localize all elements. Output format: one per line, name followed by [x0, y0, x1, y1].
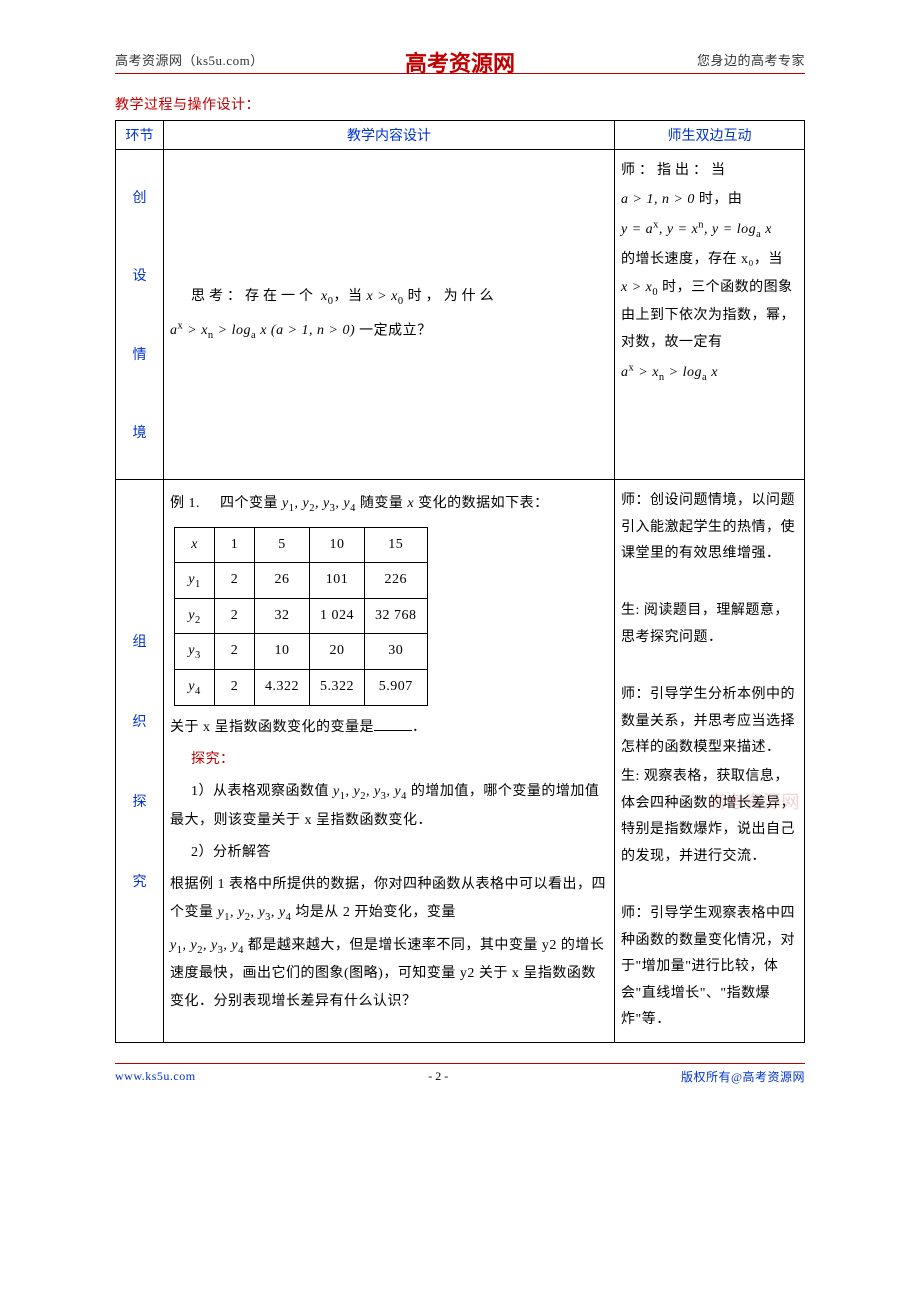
env-char: 织: [133, 711, 147, 731]
table-row: 创 设 情 境 思考：存在一个 x0，当 x > x0 时，为什么 ax > x…: [116, 150, 805, 480]
footer-url: www.ks5u.com: [115, 1069, 196, 1084]
text: 均是从 2 开始变化，变量: [295, 905, 456, 920]
table-row: 组 织 探 究 例 1. 四个变量 y1, y2, y3, y4 随变量 x 变…: [116, 480, 805, 1043]
text: 师：创设问题情境，以问题引入能激起学生的热情，使课堂里的有效思维增强．: [621, 488, 798, 568]
page-header: 高考资源网（ks5u.com） 高考资源网 您身边的高考专家: [115, 50, 805, 74]
data-td: 2: [215, 670, 255, 706]
data-td: 5.322: [310, 670, 365, 706]
interaction-cell-1: 师：指出：当 a > 1, n > 0 时，由 y = ax, y = xn, …: [615, 150, 805, 480]
content-cell-1: 思考：存在一个 x0，当 x > x0 时，为什么 ax > xn > loga…: [164, 150, 615, 480]
content-cell-2: 例 1. 四个变量 y1, y2, y3, y4 随变量 x 变化的数据如下表：…: [164, 480, 615, 1043]
data-td: 32: [255, 598, 310, 634]
text: 变化的数据如下表：: [418, 496, 549, 511]
data-td: 4.322: [255, 670, 310, 706]
explore-label: 探究：: [170, 746, 608, 774]
data-th: 15: [365, 527, 428, 562]
page-footer: www.ks5u.com - 2 - 版权所有@高考资源网: [115, 1063, 805, 1085]
data-td: 2: [215, 598, 255, 634]
header-left: 高考资源网（ks5u.com）: [115, 50, 264, 69]
env-cell-2: 组 织 探 究: [116, 480, 164, 1043]
text: 1）从表格观察函数值: [191, 784, 329, 799]
text: 生: 阅读题目，理解题意，思考探究问题．: [621, 598, 798, 651]
footer-copyright: 版权所有@高考资源网: [681, 1068, 805, 1085]
env-char: 组: [133, 631, 147, 651]
data-td: 1 024: [310, 598, 365, 634]
env-char: 境: [133, 422, 147, 442]
header-right: 您身边的高考专家: [697, 50, 805, 69]
text: 师：指出：当: [621, 163, 729, 178]
text: 一定成立？: [359, 323, 432, 338]
lesson-table: 环节 教学内容设计 师生双边互动 创 设 情 境 思考：存在一个 x0，当: [115, 120, 805, 1043]
text: 关于 x 呈指数函数变化的变量是: [170, 720, 374, 735]
env-char: 究: [133, 871, 147, 891]
section-title: 教学过程与操作设计：: [115, 94, 805, 114]
think-label: 思考：存在一个: [191, 289, 317, 304]
text: 2）分析解答: [170, 839, 608, 867]
env-char: 设: [133, 265, 147, 285]
data-td: 26: [255, 562, 310, 598]
table-header-row: 环节 教学内容设计 师生双边互动: [116, 121, 805, 150]
text: 时，为什么: [408, 289, 498, 304]
interaction-cell-2: 师：创设问题情境，以问题引入能激起学生的热情，使课堂里的有效思维增强． 生: 阅…: [615, 480, 805, 1043]
data-td: 101: [310, 562, 365, 598]
env-cell-1: 创 设 情 境: [116, 150, 164, 480]
example-label: 例 1.: [170, 496, 200, 511]
th-content: 教学内容设计: [164, 121, 615, 150]
data-th: 5: [255, 527, 310, 562]
data-td: 226: [365, 562, 428, 598]
blank-fill: [374, 718, 412, 731]
th-env: 环节: [116, 121, 164, 150]
data-th: x: [175, 527, 215, 562]
data-td: 10: [255, 634, 310, 670]
text: 师：引导学生观察表格中四种函数的数量变化情况，对于"增加量"进行比较，体会"直线…: [621, 901, 798, 1034]
text: 生: 观察表格，获取信息，体会四种函数的增长差异，特别是指数爆炸，说出自己的发现…: [621, 764, 798, 870]
th-interaction: 师生双边互动: [615, 121, 805, 150]
text: 四个变量: [220, 496, 278, 511]
data-td: 30: [365, 634, 428, 670]
text: ，当: [333, 289, 362, 304]
data-th: 10: [310, 527, 365, 562]
data-td: 2: [215, 634, 255, 670]
page: 高考资源网（ks5u.com） 高考资源网 您身边的高考专家 教学过程与操作设计…: [0, 0, 920, 1125]
footer-page-number: - 2 -: [428, 1069, 448, 1084]
env-char: 创: [133, 187, 147, 207]
data-td: 32 768: [365, 598, 428, 634]
header-center-logo: 高考资源网: [405, 46, 515, 78]
data-th: 1: [215, 527, 255, 562]
data-td: 20: [310, 634, 365, 670]
text: 时，由: [699, 192, 743, 207]
env-char: 情: [133, 344, 147, 364]
text: 的增长速度，存在 x₀，当: [621, 252, 783, 267]
data-table: x 1 5 10 15 y1 2 26 101 226: [174, 527, 428, 706]
data-td: 2: [215, 562, 255, 598]
data-td: 5.907: [365, 670, 428, 706]
env-char: 探: [133, 791, 147, 811]
text: 师：引导学生分析本例中的数量关系，并思考应当选择怎样的函数模型来描述．: [621, 682, 798, 762]
text: 随变量: [360, 496, 404, 511]
